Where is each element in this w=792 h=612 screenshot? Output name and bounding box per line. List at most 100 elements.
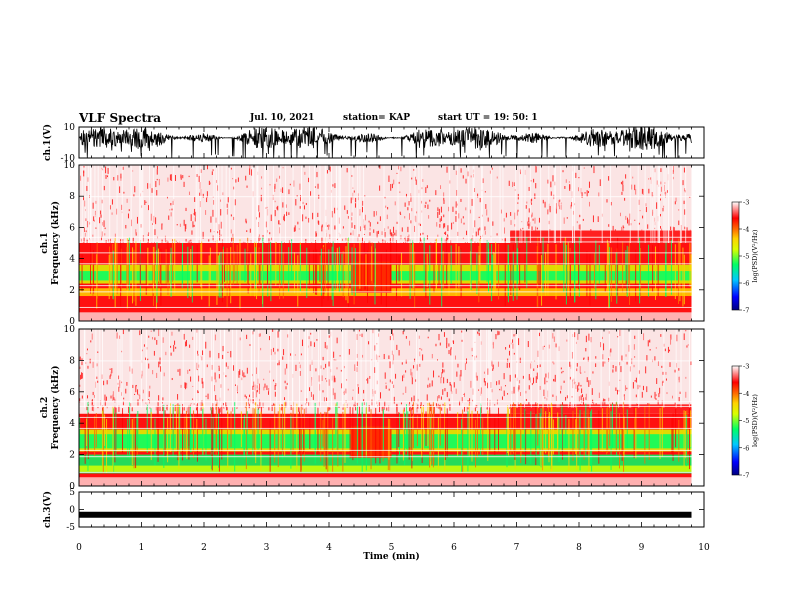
spec-speckle xyxy=(612,365,614,369)
spec-speckle xyxy=(200,405,202,411)
spec-speckle xyxy=(443,214,445,218)
spec-speckle xyxy=(179,368,181,376)
spec-speckle xyxy=(404,237,406,240)
spec-speckle xyxy=(95,227,97,229)
spec-speckle xyxy=(389,229,391,235)
spec-speckle xyxy=(577,385,579,392)
spec-white-streak xyxy=(116,165,118,243)
spec-streak xyxy=(120,239,122,307)
spec-speckle xyxy=(161,402,163,404)
spec-speckle xyxy=(508,407,510,409)
spec-speckle xyxy=(633,344,635,350)
spec-streak xyxy=(262,236,264,308)
spec-speckle xyxy=(109,205,111,210)
spec-streak xyxy=(661,405,663,457)
spec-speckle xyxy=(635,377,637,383)
spec-speckle xyxy=(684,209,686,215)
spec-streak xyxy=(218,255,220,298)
spec-speckle xyxy=(154,337,156,341)
spec-speckle xyxy=(150,330,152,332)
spec-speckle xyxy=(334,380,336,383)
spec-speckle xyxy=(192,385,194,387)
spec-white-streak xyxy=(119,329,121,408)
x-tick-label: 10 xyxy=(698,543,710,553)
spec-speckle xyxy=(244,375,246,378)
spec-speckle xyxy=(362,237,364,244)
spec-streak xyxy=(402,409,404,461)
spec-streak xyxy=(366,250,368,303)
spec-speckle xyxy=(612,369,614,373)
spec-speckle xyxy=(583,357,585,360)
spec-white-streak xyxy=(519,165,521,243)
spec-speckle xyxy=(443,223,445,229)
spec-streak xyxy=(254,241,256,297)
spec-speckle xyxy=(440,377,442,384)
spec-speckle xyxy=(347,215,349,219)
spec-streak xyxy=(685,415,687,467)
spec-streak xyxy=(530,411,532,464)
spec-speckle xyxy=(545,373,547,378)
spec-speckle xyxy=(196,369,198,371)
spec-speckle xyxy=(194,208,196,216)
spec-speckle xyxy=(150,213,152,221)
spec-speckle xyxy=(138,393,140,396)
spec-speckle xyxy=(517,209,519,212)
spec-speckle xyxy=(450,383,452,386)
ch1-spec-y-tick-label: 6 xyxy=(69,223,75,233)
spec-speckle xyxy=(99,217,101,224)
spec-white-streak xyxy=(131,329,133,408)
ch1-colorbar xyxy=(731,201,740,311)
spec-streak xyxy=(226,247,228,308)
spec-speckle xyxy=(507,393,509,395)
ch2-spec-y-tick-label: 2 xyxy=(69,451,75,461)
spec-speckle xyxy=(109,368,111,370)
spec-speckle xyxy=(539,385,541,390)
spec-streak xyxy=(282,404,284,455)
spec-speckle xyxy=(460,369,462,377)
spec-speckle xyxy=(535,166,537,173)
spec-streak xyxy=(113,408,115,473)
spec-speckle xyxy=(395,373,397,379)
spec-streak xyxy=(84,415,86,464)
spec-speckle xyxy=(281,404,283,411)
spec-speckle xyxy=(639,210,641,212)
spec-speckle xyxy=(258,236,260,243)
ch2-spec-ylabel: ch.2Frequency (kHz) xyxy=(40,365,61,449)
spec-white-streak xyxy=(215,165,217,243)
spec-speckle xyxy=(558,200,560,207)
spec-white-streak xyxy=(145,329,147,408)
spec-white-streak xyxy=(418,329,420,408)
spec-streak xyxy=(232,236,234,285)
spec-speckle xyxy=(585,393,587,401)
spec-speckle xyxy=(533,377,535,384)
spec-speckle xyxy=(400,166,402,172)
spec-speckle xyxy=(497,330,499,336)
x-tick-label: 5 xyxy=(389,543,395,553)
ch2-colorbar-tick-label: -7 xyxy=(743,472,749,480)
spec-speckle xyxy=(119,186,121,193)
spec-streak xyxy=(549,411,551,449)
spec-streak xyxy=(155,250,157,309)
spec-speckle xyxy=(197,391,199,393)
spec-streak xyxy=(331,246,333,300)
spec-streak xyxy=(648,403,650,460)
spec-speckle xyxy=(635,189,637,195)
ch1-spec-ylabel: ch.1Frequency (kHz) xyxy=(40,201,61,285)
spec-speckle xyxy=(379,216,381,221)
spec-speckle xyxy=(501,396,503,400)
spec-speckle xyxy=(547,179,549,184)
spec-speckle xyxy=(402,375,404,382)
spec-speckle xyxy=(385,382,387,385)
spec-tone-line xyxy=(79,471,692,473)
spec-speckle xyxy=(208,239,210,242)
spec-streak xyxy=(426,253,428,288)
spec-speckle xyxy=(252,385,254,390)
spec-speckle xyxy=(86,185,88,191)
spec-streak xyxy=(430,417,432,469)
spec-speckle xyxy=(458,213,460,219)
spec-streak xyxy=(621,415,623,461)
spec-speckle xyxy=(112,391,114,398)
spec-speckle xyxy=(163,372,165,377)
spec-streak xyxy=(427,402,429,447)
spec-speckle xyxy=(662,207,664,212)
